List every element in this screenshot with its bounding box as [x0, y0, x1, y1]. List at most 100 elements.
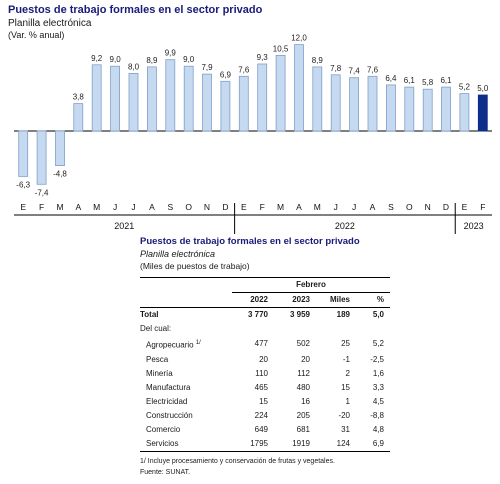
footnote-text: 1/ Incluye procesamiento y conservación …	[140, 457, 335, 465]
x-tick-label: A	[149, 202, 155, 212]
x-tick-label: A	[296, 202, 302, 212]
bar	[367, 75, 378, 132]
delcual-label: Del cual:	[140, 324, 172, 333]
x-tick-label: F	[260, 202, 265, 212]
row-label-text: Electricidad	[146, 396, 188, 406]
bar	[110, 65, 120, 132]
bar	[55, 130, 65, 166]
bar	[257, 63, 268, 132]
chart-subtitle: Planilla electrónica	[8, 18, 92, 29]
table-row: Agropecuario 1/477 502 25 5,2	[140, 336, 390, 353]
x-tick-label: E	[241, 202, 247, 212]
bar	[441, 86, 451, 132]
table-row-total: Total 3 770 3 959 189 5,0	[140, 308, 390, 323]
cell-miles: 2	[345, 368, 350, 378]
year-label: 2022	[335, 221, 355, 231]
data-label: 7,8	[330, 64, 342, 73]
cell-2023: 681	[296, 424, 310, 434]
table-unit: (Miles de puestos de trabajo)	[140, 261, 250, 271]
cell-2023: 112	[297, 368, 310, 378]
bar	[349, 77, 360, 132]
bar	[91, 64, 102, 132]
chart-unit: (Var. % anual)	[8, 30, 65, 40]
table-footnotes: 1/ Incluye procesamiento y conservación …	[140, 456, 390, 478]
x-tick-label: O	[406, 202, 413, 212]
cell-pct: 5,0	[372, 310, 384, 319]
table-header-row: 2022 2023 Miles %	[140, 292, 390, 308]
row-label: Electricidad	[140, 395, 232, 409]
x-tick-label: S	[167, 202, 173, 212]
data-label: 9,9	[165, 49, 177, 58]
row-label-text: Pesca	[146, 354, 169, 364]
table-subtitle: Planilla electrónica	[140, 249, 216, 259]
x-tick-label: J	[334, 202, 338, 212]
cell-pct: 4,8	[372, 424, 384, 434]
x-tick-label: N	[425, 202, 431, 212]
x-tick-label: A	[370, 202, 376, 212]
cell-2022: 224	[254, 410, 268, 420]
cell-2022: 20	[259, 354, 268, 364]
period-header: Febrero	[232, 277, 390, 293]
row-label: Comercio	[140, 423, 232, 437]
data-label: 10,5	[273, 44, 289, 53]
table-row: Servicios 1795 1919 124 6,9	[140, 436, 390, 452]
cell-2023: 502	[296, 339, 310, 349]
cell-2023: 1919	[274, 436, 316, 452]
bar	[73, 103, 84, 132]
x-tick-label: D	[222, 202, 228, 212]
row-label-text: Comercio	[146, 424, 181, 434]
bar	[18, 130, 29, 177]
employment-table-block: Puestos de trabajo formales en el sector…	[140, 236, 390, 478]
data-label: 8,9	[312, 56, 324, 65]
cell-pct: 5,2	[372, 339, 384, 349]
bar	[404, 86, 415, 132]
bar	[294, 44, 304, 132]
x-tick-label: J	[131, 202, 135, 212]
data-label: 7,6	[367, 65, 379, 74]
x-tick-label: S	[388, 202, 394, 212]
data-label: 6,4	[385, 74, 397, 83]
table-row: Pesca 20 20 -1 -2,5	[140, 353, 390, 367]
cell-2023: 16	[301, 396, 310, 406]
table-row-delcual: Del cual:	[140, 322, 390, 336]
year-label: 2021	[114, 221, 134, 231]
bar	[128, 73, 139, 132]
table-row: Electricidad 15 16 1 4,5	[140, 395, 390, 409]
bar	[36, 130, 47, 185]
cell-2022: 477	[254, 339, 268, 349]
cell-miles: 124	[316, 436, 356, 452]
cell-2022: 3 770	[247, 310, 268, 319]
x-tick-label: D	[443, 202, 449, 212]
cell-2022: 465	[254, 382, 268, 392]
bar	[312, 66, 323, 132]
cell-miles: 189	[336, 310, 350, 319]
row-label: Manufactura	[140, 381, 232, 395]
col-header-2023: 2023	[274, 292, 316, 308]
cell-pct: 6,9	[356, 436, 390, 452]
cell-2023: 480	[296, 382, 310, 392]
data-label: 3,8	[73, 93, 85, 102]
data-label: 9,3	[257, 53, 269, 62]
x-tick-label: F	[39, 202, 44, 212]
bar	[220, 80, 231, 132]
data-label: 7,6	[238, 65, 250, 74]
data-label: 5,8	[422, 78, 434, 87]
year-label: 2023	[464, 221, 484, 231]
bar	[275, 55, 286, 132]
cell-miles: 25	[341, 339, 350, 349]
row-label: Agropecuario 1/	[140, 336, 232, 353]
bar	[459, 93, 470, 132]
row-label: Minería	[140, 367, 232, 381]
cell-2022: 15	[259, 396, 268, 406]
table-row: Construcción 224 205 -20 -8,8	[140, 409, 390, 423]
cell-miles: 1	[345, 396, 350, 406]
bar	[238, 75, 249, 132]
cell-pct: 3,3	[372, 382, 384, 392]
x-tick-label: F	[480, 202, 485, 212]
bar	[477, 94, 488, 132]
data-label: 7,4	[349, 67, 361, 76]
bar	[330, 74, 341, 132]
data-label: 6,1	[404, 76, 416, 85]
table-row: Minería 110 112 2 1,6	[140, 367, 390, 381]
x-tick-label: M	[93, 202, 100, 212]
